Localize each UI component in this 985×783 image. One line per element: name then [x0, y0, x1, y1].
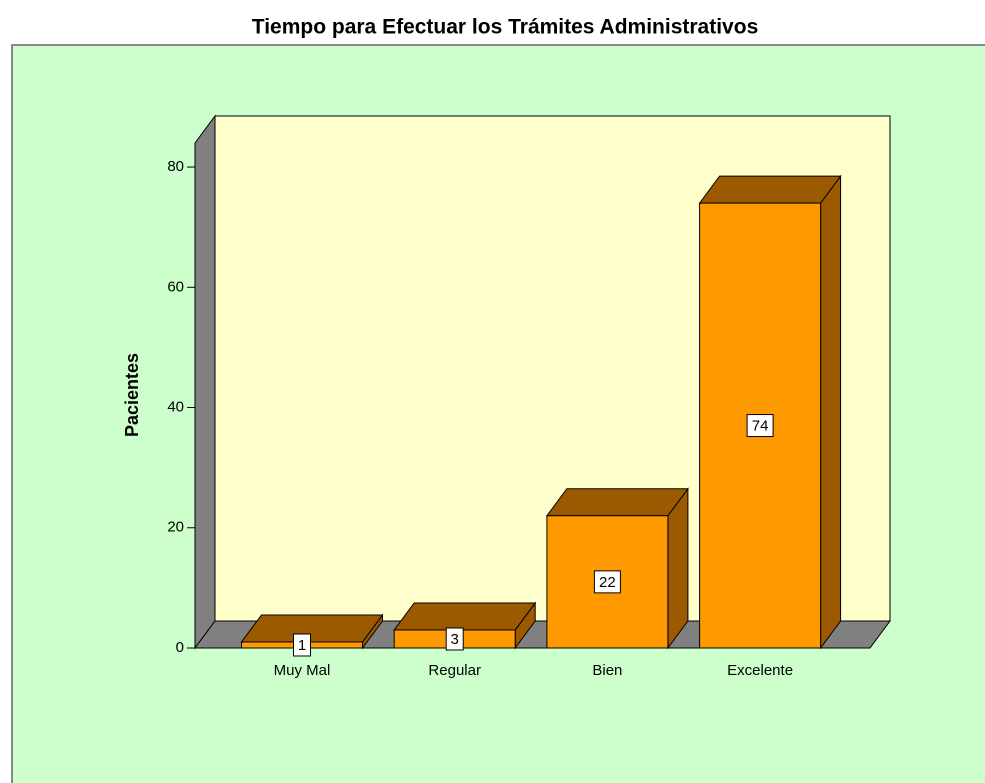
value-label: 3: [451, 631, 459, 648]
x-tick-label: Bien: [592, 662, 622, 679]
x-tick-label: Muy Mal: [274, 662, 331, 679]
x-tick-label: Excelente: [727, 662, 793, 679]
value-label-box: [445, 627, 464, 651]
bar-top: [545, 488, 689, 517]
value-label: 1: [298, 637, 306, 654]
value-label-box: [746, 414, 774, 438]
y-tick-label: 40: [167, 398, 184, 415]
bar-top: [240, 614, 384, 643]
y-tick-label: 20: [167, 519, 184, 536]
y-tick-label: 80: [167, 158, 184, 175]
value-label: 22: [599, 574, 616, 591]
bar-top: [698, 175, 842, 204]
bar-top: [393, 602, 537, 631]
value-label-box: [593, 570, 621, 594]
panel-border: [11, 44, 985, 783]
x-tick-label: Regular: [428, 662, 481, 679]
y-tick-label: 60: [167, 278, 184, 295]
chart-title: Tiempo para Efectuar los Trámites Admini…: [252, 16, 759, 39]
y-axis-label: Pacientes: [122, 353, 142, 437]
value-label-box: [293, 633, 311, 657]
value-label: 74: [752, 418, 769, 435]
side-wall: [194, 114, 216, 650]
bar-side: [667, 487, 689, 650]
y-tick-label: 0: [176, 639, 184, 656]
bar-side: [820, 174, 842, 650]
